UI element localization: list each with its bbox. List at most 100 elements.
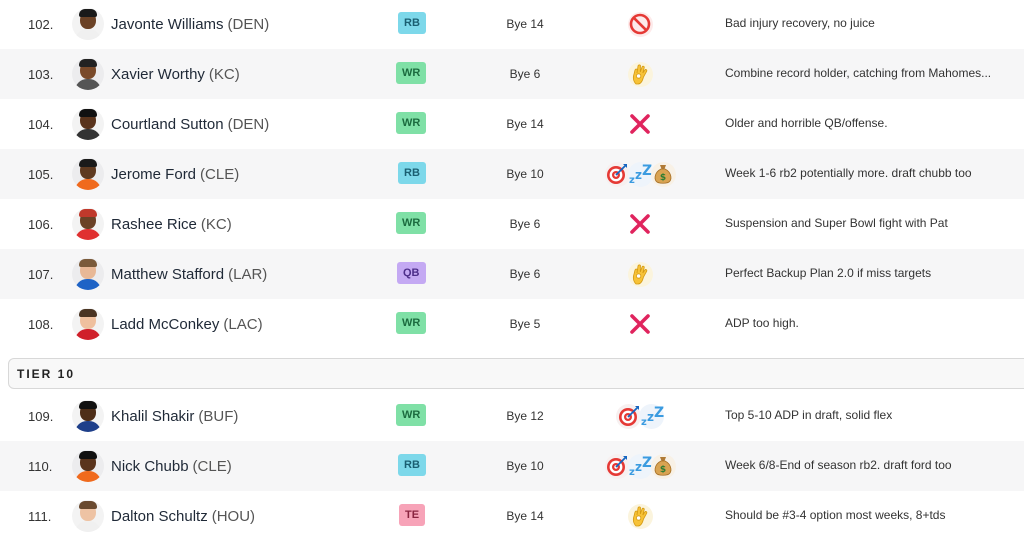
player-team: (BUF) — [198, 407, 239, 425]
player-avatar — [72, 208, 104, 240]
player-name: Ladd McConkey — [111, 315, 220, 333]
rating-icons: z z Z $ — [590, 149, 690, 199]
rating-icons — [590, 49, 690, 99]
player-team: (LAR) — [228, 265, 268, 283]
player-rank: 110. — [28, 458, 53, 474]
player-name: Dalton Schultz — [111, 507, 208, 525]
position-badge: WR — [396, 62, 427, 84]
player-rank: 109. — [28, 408, 54, 424]
player-name-link[interactable]: Matthew Stafford (LAR) — [111, 249, 267, 299]
player-team: (HOU) — [211, 507, 256, 525]
player-rank: 102. — [28, 16, 54, 32]
table-row[interactable]: 108. Ladd McConkey (LAC) WR Bye 5 ADP too hig… — [0, 299, 1024, 349]
bye-week: Bye 10 — [506, 167, 544, 181]
player-team: (CLE) — [200, 165, 240, 183]
table-row[interactable]: 103. Xavier Worthy (KC) WR Bye 6 Combine reco… — [0, 49, 1024, 99]
player-rank: 103. — [28, 66, 54, 82]
player-rank: 108. — [28, 316, 54, 332]
player-note: Top 5-10 ADP in draft, solid flex — [725, 407, 893, 422]
ok-hand-icon — [627, 61, 653, 87]
player-avatar — [72, 450, 104, 482]
player-name: Courtland Sutton — [111, 115, 224, 133]
bye-week: Bye 14 — [506, 17, 544, 31]
table-row[interactable]: 111. Dalton Schultz (HOU) TE Bye 14 Should be… — [0, 491, 1024, 541]
player-note: Should be #3-4 option most weeks, 8+tds — [725, 507, 946, 522]
player-avatar — [72, 158, 104, 190]
player-name: Javonte Williams — [111, 15, 224, 33]
player-name-link[interactable]: Khalil Shakir (BUF) — [111, 391, 238, 441]
x-mark-icon — [628, 312, 653, 337]
player-name-link[interactable]: Jerome Ford (CLE) — [111, 149, 239, 199]
player-team: (DEN) — [227, 15, 270, 33]
tier-header: TIER 10 — [0, 358, 1024, 391]
bye-week: Bye 12 — [506, 409, 544, 423]
tier-label: TIER 10 — [17, 366, 76, 381]
svg-text:z: z — [629, 467, 635, 478]
table-row[interactable]: 105. Jerome Ford (CLE) RB Bye 10 z z Z $ Week 1-6… — [0, 149, 1024, 199]
tier-header-box — [8, 358, 1024, 389]
table-row[interactable]: 102. Javonte Williams (DEN) RB Bye 14 Bad inj… — [0, 0, 1024, 49]
table-row[interactable]: 104. Courtland Sutton (DEN) WR Bye 14 Older a… — [0, 99, 1024, 149]
player-avatar — [72, 108, 104, 140]
position-badge: RB — [398, 162, 426, 184]
player-avatar — [72, 400, 104, 432]
player-name-link[interactable]: Rashee Rice (KC) — [111, 199, 232, 249]
svg-text:Z: Z — [642, 455, 652, 471]
svg-text:z: z — [641, 417, 647, 428]
position-badge: WR — [396, 404, 427, 426]
svg-text:Z: Z — [642, 163, 652, 179]
bye-week: Bye 14 — [506, 509, 544, 523]
player-name-link[interactable]: Xavier Worthy (KC) — [111, 49, 240, 99]
position-badge: WR — [396, 312, 427, 334]
player-name: Matthew Stafford — [111, 265, 225, 283]
player-name: Khalil Shakir — [111, 407, 195, 425]
player-rank: 106. — [28, 216, 54, 232]
money-bag-icon: $ — [650, 161, 676, 187]
target-icon — [604, 161, 630, 187]
position-badge: WR — [396, 212, 427, 234]
player-team: (KC) — [208, 65, 240, 83]
svg-text:z: z — [635, 460, 642, 474]
player-name-link[interactable]: Dalton Schultz (HOU) — [111, 491, 255, 541]
svg-text:z: z — [647, 410, 654, 424]
target-icon — [604, 453, 630, 479]
table-row[interactable]: 110. Nick Chubb (CLE) RB Bye 10 z z Z $ Week 6/8-… — [0, 441, 1024, 491]
player-note: Week 6/8-End of season rb2. draft ford t… — [725, 457, 952, 472]
player-team: (LAC) — [223, 315, 263, 333]
player-avatar — [72, 58, 104, 90]
rating-icons — [590, 0, 690, 49]
player-team: (CLE) — [192, 457, 232, 475]
rating-icons — [590, 491, 690, 541]
player-avatar — [72, 258, 104, 290]
player-note: Week 1-6 rb2 potentially more. draft chu… — [725, 165, 972, 180]
player-note: Older and horrible QB/offense. — [725, 115, 888, 130]
player-name-link[interactable]: Javonte Williams (DEN) — [111, 0, 269, 49]
svg-text:$: $ — [660, 173, 666, 183]
player-name-link[interactable]: Nick Chubb (CLE) — [111, 441, 232, 491]
bye-week: Bye 14 — [506, 117, 544, 131]
player-note: ADP too high. — [725, 315, 799, 330]
player-rank: 105. — [28, 166, 54, 182]
table-row[interactable]: 109. Khalil Shakir (BUF) WR Bye 12 z z Z Top 5-1… — [0, 391, 1024, 441]
x-mark-icon — [628, 212, 653, 237]
rating-icons: z z Z $ — [590, 441, 690, 491]
ok-hand-icon — [627, 503, 653, 529]
player-rank: 107. — [28, 266, 54, 282]
table-row[interactable]: 107. Matthew Stafford (LAR) QB Bye 6 Perfect … — [0, 249, 1024, 299]
player-name: Jerome Ford — [111, 165, 197, 183]
svg-text:z: z — [635, 168, 642, 182]
target-icon — [616, 403, 641, 429]
player-name-link[interactable]: Ladd McConkey (LAC) — [111, 299, 263, 349]
player-name-link[interactable]: Courtland Sutton (DEN) — [111, 99, 269, 149]
table-row[interactable]: 106. Rashee Rice (KC) WR Bye 6 Suspension and… — [0, 199, 1024, 249]
position-badge: WR — [396, 112, 427, 134]
rating-icons — [590, 99, 690, 149]
player-name: Nick Chubb — [111, 457, 189, 475]
position-badge: QB — [397, 262, 426, 284]
player-name: Rashee Rice — [111, 215, 197, 233]
